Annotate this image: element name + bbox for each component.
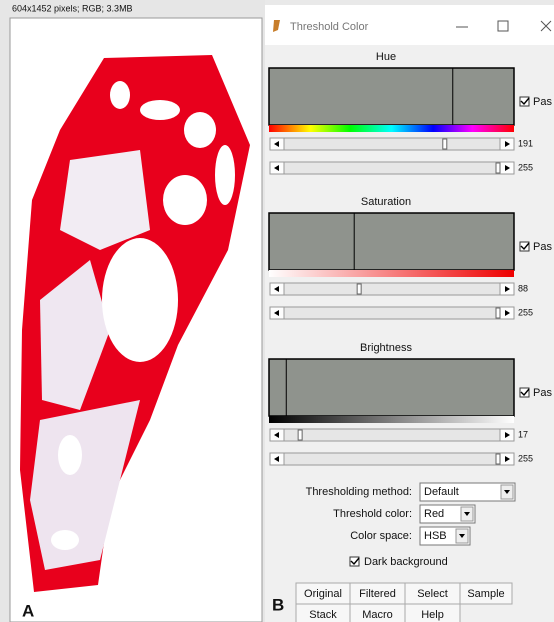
- panel-label: B: [272, 595, 284, 614]
- pass-label: Pas: [533, 387, 552, 399]
- dropdown-value: Default: [424, 486, 459, 498]
- image-info: 604x1452 pixels; RGB; 3.3MB: [12, 3, 133, 13]
- color-gradient: [269, 416, 514, 423]
- slider-thumb[interactable]: [356, 283, 362, 295]
- check: [350, 557, 360, 566]
- slider-thumb[interactable]: [495, 453, 501, 465]
- slider-thumb[interactable]: [495, 162, 501, 174]
- arrow: [505, 286, 510, 292]
- close-button[interactable]: [540, 20, 552, 32]
- arrow: [274, 286, 279, 292]
- pass-checkbox[interactable]: [519, 241, 530, 252]
- dropdown-value: HSB: [424, 530, 447, 542]
- arrow: [274, 432, 279, 438]
- app-icon: [273, 20, 280, 32]
- slider-track[interactable]: [269, 282, 515, 296]
- button[interactable]: [404, 603, 461, 622]
- slider-value: 255: [518, 307, 533, 317]
- arrow: [274, 310, 279, 316]
- check: [520, 242, 530, 251]
- check: [520, 97, 530, 106]
- field-label: Threshold color:: [333, 508, 412, 520]
- field-label: Thresholding method:: [306, 486, 412, 498]
- arrow: [505, 432, 510, 438]
- color-gradient: [269, 270, 514, 277]
- dark-background-label: Dark background: [364, 556, 448, 568]
- arrow: [464, 512, 470, 516]
- slider-thumb[interactable]: [297, 429, 303, 441]
- arrow: [274, 141, 279, 147]
- button-label: Sample: [467, 588, 504, 600]
- slider-track[interactable]: [269, 137, 515, 151]
- pass-label: Pas: [533, 96, 552, 108]
- slider-track[interactable]: [269, 306, 515, 320]
- slider-value: 17: [518, 429, 528, 439]
- color-gradient: [269, 125, 514, 132]
- arrow: [459, 534, 465, 538]
- pass-label: Pas: [533, 241, 552, 253]
- maximize-button[interactable]: [497, 20, 509, 32]
- histogram: [268, 358, 515, 417]
- arrow: [505, 456, 510, 462]
- button-label: Filtered: [359, 588, 396, 600]
- section-title: Hue: [376, 51, 396, 63]
- button-label: Help: [421, 609, 444, 621]
- dialog-title: Threshold Color: [290, 21, 369, 33]
- arrow: [505, 141, 510, 147]
- button[interactable]: [459, 582, 513, 605]
- button-label: Select: [417, 588, 448, 600]
- title-bar: [265, 5, 554, 45]
- field-label: Color space:: [350, 530, 412, 542]
- dark-background-checkbox[interactable]: [349, 556, 360, 567]
- slider-thumb[interactable]: [442, 138, 448, 150]
- arrow: [504, 490, 510, 494]
- button-label: Macro: [362, 609, 393, 621]
- slider-value: 255: [518, 453, 533, 463]
- pass-checkbox[interactable]: [519, 387, 530, 398]
- slider-value: 88: [518, 283, 528, 293]
- arrow: [505, 310, 510, 316]
- dropdown[interactable]: [419, 482, 516, 502]
- pass-checkbox[interactable]: [519, 96, 530, 107]
- slider-value: 191: [518, 138, 533, 148]
- slider-value: 255: [518, 162, 533, 172]
- arrow: [274, 456, 279, 462]
- tissue-image: [20, 55, 250, 592]
- button-label: Stack: [309, 609, 337, 621]
- panel-label: A: [22, 601, 34, 620]
- histogram: [268, 67, 515, 126]
- slider-thumb[interactable]: [495, 307, 501, 319]
- section-title: Brightness: [360, 342, 412, 354]
- slider-track[interactable]: [269, 428, 515, 442]
- slider-track[interactable]: [269, 452, 515, 466]
- arrow: [274, 165, 279, 171]
- section-title: Saturation: [361, 196, 411, 208]
- dropdown-value: Red: [424, 508, 444, 520]
- button-label: Original: [304, 588, 342, 600]
- slider-track[interactable]: [269, 161, 515, 175]
- check: [520, 388, 530, 397]
- arrow: [505, 165, 510, 171]
- histogram: [268, 212, 515, 271]
